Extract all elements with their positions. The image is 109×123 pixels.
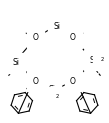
- Text: Si: Si: [13, 58, 20, 67]
- Text: 2: 2: [10, 57, 14, 62]
- Text: H: H: [6, 56, 11, 62]
- Text: O: O: [33, 33, 39, 42]
- Text: 2: 2: [56, 94, 59, 99]
- Text: O: O: [70, 77, 76, 86]
- Text: Si: Si: [54, 22, 61, 31]
- Text: H: H: [51, 93, 56, 99]
- Text: H: H: [98, 56, 103, 62]
- Text: 2: 2: [101, 57, 104, 62]
- Text: H: H: [49, 16, 54, 23]
- Text: O: O: [33, 77, 39, 86]
- Text: 2: 2: [54, 18, 57, 23]
- Text: Si: Si: [49, 85, 56, 94]
- Polygon shape: [71, 83, 83, 92]
- Polygon shape: [26, 83, 38, 92]
- Text: Si: Si: [89, 56, 96, 65]
- Text: O: O: [70, 33, 76, 42]
